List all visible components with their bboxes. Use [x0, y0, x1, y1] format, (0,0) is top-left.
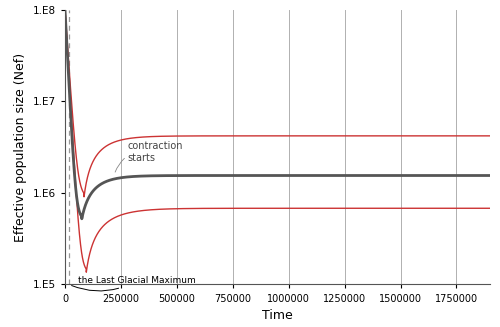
- Text: the Last Glacial Maximum: the Last Glacial Maximum: [72, 276, 196, 291]
- X-axis label: Time: Time: [262, 309, 293, 322]
- Text: contraction
starts: contraction starts: [128, 141, 183, 163]
- Y-axis label: Effective population size (Nef): Effective population size (Nef): [14, 53, 28, 242]
